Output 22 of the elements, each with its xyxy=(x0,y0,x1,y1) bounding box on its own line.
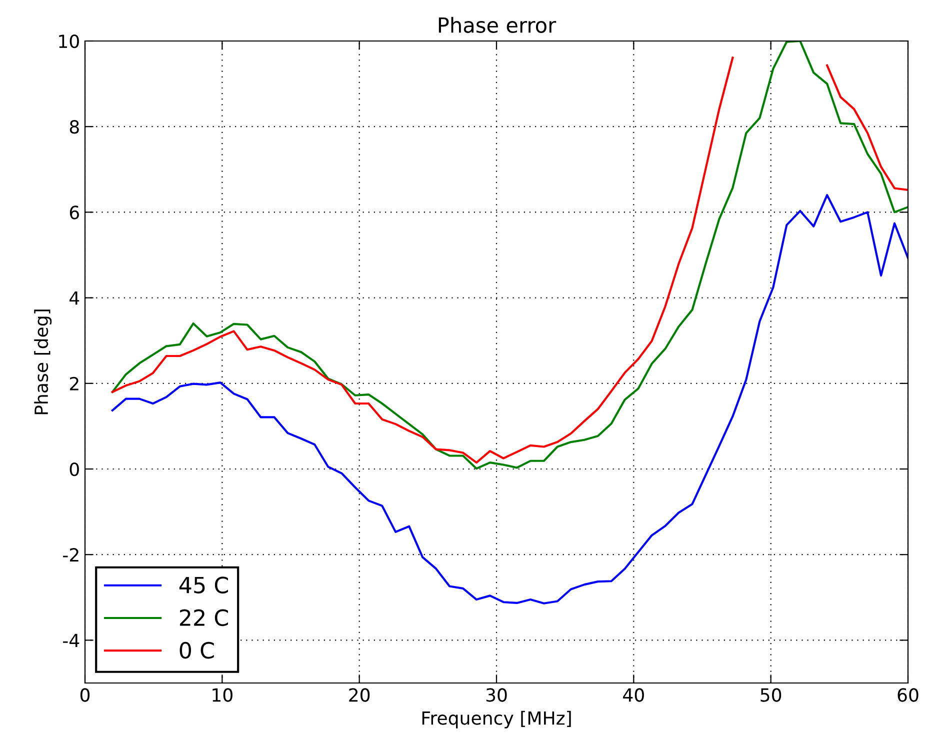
x-tick-label: 30 xyxy=(486,688,507,702)
x-tick-label: 60 xyxy=(898,688,918,702)
x-tick-label: 10 xyxy=(212,688,232,702)
legend-label: 45 C xyxy=(179,576,228,594)
line-series xyxy=(111,194,908,604)
y-tick-label: 2 xyxy=(70,376,78,390)
legend-label: 0 C xyxy=(180,642,214,659)
chart-title: Phase error xyxy=(438,16,556,33)
x-tick-label: 50 xyxy=(760,688,782,702)
x-axis-title: Frequency [MHz] xyxy=(422,710,571,728)
y-tick-label: 6 xyxy=(70,206,79,220)
y-tick-label: 4 xyxy=(70,291,80,305)
x-tick-label: 40 xyxy=(623,688,644,702)
y-tick-label: 0 xyxy=(70,462,79,476)
legend-label: 22 C xyxy=(180,609,228,626)
x-tick-label: 0 xyxy=(80,688,90,702)
y-axis-title: Phase [deg] xyxy=(34,310,52,414)
x-tick-label: 20 xyxy=(349,688,370,702)
y-tick-label: 8 xyxy=(70,120,79,134)
y-tick-label: -4 xyxy=(63,634,80,648)
y-tick-label: 10 xyxy=(59,34,79,48)
y-tick-label: -2 xyxy=(63,548,78,562)
